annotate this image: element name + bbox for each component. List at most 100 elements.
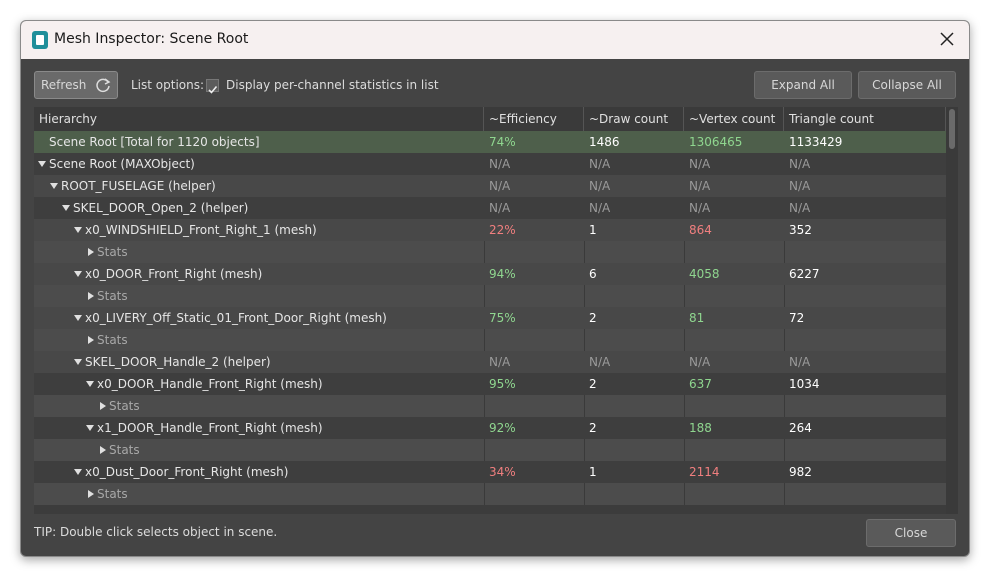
value-cell: 1 bbox=[589, 223, 597, 237]
empty-cell bbox=[684, 483, 784, 505]
empty-cell bbox=[584, 329, 684, 351]
value-cell: 75% bbox=[489, 311, 516, 325]
row-label: Scene Root [Total for 1120 objects] bbox=[49, 135, 260, 149]
column-header[interactable]: ~Vertex count bbox=[684, 107, 784, 131]
dialog: Mesh Inspector: Scene Root Refresh List … bbox=[20, 20, 970, 557]
tree-row[interactable]: Stats bbox=[34, 241, 946, 263]
row-label: ROOT_FUSELAGE (helper) bbox=[61, 179, 216, 193]
expander-closed[interactable] bbox=[88, 490, 94, 498]
scrollbar[interactable] bbox=[946, 107, 958, 514]
empty-cell bbox=[784, 439, 934, 461]
value-cell: 81 bbox=[689, 311, 705, 325]
empty-cell bbox=[584, 241, 684, 263]
value-cell: N/A bbox=[489, 355, 511, 369]
expander-closed[interactable] bbox=[88, 336, 94, 344]
value-cell: 34% bbox=[489, 465, 516, 479]
empty-cell bbox=[784, 395, 934, 417]
empty-cell bbox=[484, 439, 584, 461]
row-label: Stats bbox=[97, 487, 128, 501]
value-cell: 1133429 bbox=[789, 135, 843, 149]
empty-cell bbox=[484, 395, 584, 417]
empty-cell bbox=[784, 483, 934, 505]
expander-open[interactable] bbox=[74, 271, 82, 277]
refresh-icon bbox=[96, 78, 111, 93]
empty-cell bbox=[484, 329, 584, 351]
column-header[interactable]: Triangle count bbox=[784, 107, 946, 131]
checkbox-label[interactable]: Display per-channel statistics in list bbox=[226, 78, 439, 92]
tree-row[interactable]: x0_Dust_Door_Front_Right (mesh) 34% 1 2114 9… bbox=[34, 461, 946, 483]
value-cell: 1034 bbox=[789, 377, 820, 391]
value-cell: N/A bbox=[689, 179, 711, 193]
expander-open[interactable] bbox=[86, 425, 94, 431]
tree-row[interactable]: ROOT_FUSELAGE (helper) N/A N/A N/A N/A bbox=[34, 175, 946, 197]
value-cell: 6227 bbox=[789, 267, 820, 281]
value-cell: 6 bbox=[589, 267, 597, 281]
empty-cell bbox=[484, 241, 584, 263]
expander-open[interactable] bbox=[62, 205, 70, 211]
refresh-label: Refresh bbox=[41, 78, 87, 92]
column-header[interactable]: ~Efficiency bbox=[484, 107, 584, 131]
tree-row[interactable]: x1_DOOR_Handle_Front_Right (mesh) 92% 2 188… bbox=[34, 417, 946, 439]
value-cell: N/A bbox=[589, 157, 611, 171]
close-label: Close bbox=[894, 526, 928, 540]
expander-open[interactable] bbox=[86, 381, 94, 387]
refresh-button[interactable]: Refresh bbox=[34, 71, 118, 99]
value-cell: N/A bbox=[589, 355, 611, 369]
value-cell: 864 bbox=[689, 223, 712, 237]
tree-row[interactable]: x0_WINDSHIELD_Front_Right_1 (mesh) 22% 1 86… bbox=[34, 219, 946, 241]
empty-cell bbox=[684, 241, 784, 263]
expander-open[interactable] bbox=[50, 183, 58, 189]
tree-row[interactable]: x0_DOOR_Handle_Front_Right (mesh) 95% 2 637… bbox=[34, 373, 946, 395]
expander-open[interactable] bbox=[38, 161, 46, 167]
tree-row[interactable]: Stats bbox=[34, 395, 946, 417]
tree-table: Hierarchy ~Efficiency ~Draw count ~Vertex c… bbox=[34, 107, 958, 514]
row-label: x0_Dust_Door_Front_Right (mesh) bbox=[85, 465, 289, 479]
expander-open[interactable] bbox=[74, 359, 82, 365]
tree-row[interactable]: Stats bbox=[34, 329, 946, 351]
value-cell: 1306465 bbox=[689, 135, 743, 149]
value-cell: N/A bbox=[789, 179, 811, 193]
tree-row[interactable]: Scene Root [Total for 1120 objects] 74% 14… bbox=[34, 131, 946, 153]
expander-closed[interactable] bbox=[88, 248, 94, 256]
tree-row[interactable]: x0_LIVERY_Off_Static_01_Front_Door_Right… bbox=[34, 307, 946, 329]
tree-row[interactable]: SKEL_DOOR_Open_2 (helper) N/A N/A N/A N/A bbox=[34, 197, 946, 219]
value-cell: 2 bbox=[589, 311, 597, 325]
close-x[interactable] bbox=[939, 31, 955, 47]
expander-closed[interactable] bbox=[100, 402, 106, 410]
tree-row[interactable]: Scene Root (MAXObject) N/A N/A N/A N/A bbox=[34, 153, 946, 175]
value-cell: 2 bbox=[589, 377, 597, 391]
row-label: Stats bbox=[97, 245, 128, 259]
expander-open[interactable] bbox=[74, 469, 82, 475]
value-cell: 1486 bbox=[589, 135, 620, 149]
value-cell: N/A bbox=[789, 355, 811, 369]
close-button[interactable]: Close bbox=[866, 519, 956, 547]
empty-cell bbox=[784, 241, 934, 263]
empty-cell bbox=[584, 395, 684, 417]
app-icon bbox=[32, 31, 48, 49]
tree-row[interactable]: SKEL_DOOR_Handle_2 (helper) N/A N/A N/A N/A bbox=[34, 351, 946, 373]
scroll-thumb[interactable] bbox=[949, 109, 955, 149]
tree-row[interactable]: Stats bbox=[34, 285, 946, 307]
empty-cell bbox=[584, 439, 684, 461]
expand-all-button[interactable]: Expand All bbox=[754, 71, 852, 99]
value-cell: N/A bbox=[489, 179, 511, 193]
expand-all-label: Expand All bbox=[771, 78, 835, 92]
checkbox[interactable] bbox=[206, 79, 219, 94]
tree-row[interactable]: x0_DOOR_Front_Right (mesh) 94% 6 4058 6227 bbox=[34, 263, 946, 285]
tree-row[interactable]: Stats bbox=[34, 439, 946, 461]
row-label: Stats bbox=[97, 289, 128, 303]
expander-closed[interactable] bbox=[100, 446, 106, 454]
expander-closed[interactable] bbox=[88, 292, 94, 300]
tree-row[interactable]: Stats bbox=[34, 483, 946, 505]
window-title: Mesh Inspector: Scene Root bbox=[54, 31, 249, 47]
row-label: Stats bbox=[109, 443, 140, 457]
expander-open[interactable] bbox=[74, 315, 82, 321]
column-header[interactable]: Hierarchy bbox=[34, 107, 484, 131]
value-cell: N/A bbox=[689, 201, 711, 215]
collapse-all-button[interactable]: Collapse All bbox=[858, 71, 956, 99]
value-cell: 188 bbox=[689, 421, 712, 435]
column-header[interactable]: ~Draw count bbox=[584, 107, 684, 131]
empty-cell bbox=[684, 329, 784, 351]
expander-open[interactable] bbox=[74, 227, 82, 233]
value-cell: 352 bbox=[789, 223, 812, 237]
